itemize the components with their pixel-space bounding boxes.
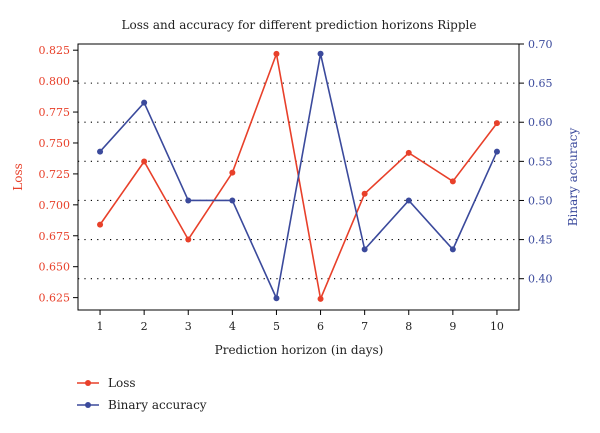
data-point-binary-accuracy (449, 246, 456, 253)
data-point-binary-accuracy (97, 148, 104, 155)
y-right-tick-label: 0.60 (528, 116, 553, 129)
y-right-tick-label: 0.50 (528, 194, 553, 207)
data-point-loss (361, 190, 368, 197)
legend-marker-binary-accuracy (85, 402, 91, 408)
y-left-tick-label: 0.650 (39, 261, 71, 274)
y-left-tick-label: 0.825 (39, 44, 71, 57)
data-point-loss (405, 149, 412, 156)
y-right-tick-label: 0.65 (528, 77, 553, 90)
y-axis-left-label: Loss (11, 163, 25, 191)
y-right-tick-label: 0.45 (528, 234, 553, 247)
legend-marker-loss (85, 380, 91, 386)
y-left-tick-label: 0.625 (39, 292, 71, 305)
y-right-tick-label: 0.55 (528, 155, 553, 168)
data-point-loss (273, 50, 280, 57)
data-point-loss (493, 120, 500, 127)
x-tick-label: 5 (273, 320, 280, 333)
x-tick-label: 3 (185, 320, 192, 333)
data-point-binary-accuracy (141, 99, 148, 106)
y-left-tick-label: 0.800 (39, 75, 71, 88)
data-point-binary-accuracy (405, 197, 412, 204)
x-tick-label: 4 (229, 320, 236, 333)
y-right-tick-label: 0.40 (528, 273, 553, 286)
series-line-binary-accuracy (99, 53, 498, 301)
y-left-tick-label: 0.700 (39, 199, 71, 212)
data-point-binary-accuracy (317, 50, 324, 57)
x-tick-label: 7 (361, 320, 368, 333)
data-point-binary-accuracy (185, 197, 192, 204)
x-tick-label: 10 (490, 320, 504, 333)
data-point-binary-accuracy (361, 246, 368, 253)
data-point-loss (141, 158, 148, 165)
y-left-tick-label: 0.675 (39, 230, 71, 243)
x-axis-label: Prediction horizon (in days) (215, 343, 384, 357)
data-point-loss (229, 169, 236, 176)
x-tick-label: 6 (317, 320, 324, 333)
plot-frame (77, 43, 520, 311)
ticks-layer: 0.625 0.650 0.675 0.700 0.725 0.750 0.775 0.800… (39, 38, 553, 333)
x-tick-label: 8 (405, 320, 412, 333)
y-left-tick-label: 0.750 (39, 137, 71, 150)
y-left-tick-label: 0.775 (39, 106, 71, 119)
data-point-binary-accuracy (273, 295, 280, 302)
data-point-loss (97, 221, 104, 228)
data-point-loss (317, 295, 324, 302)
chart-title: Loss and accuracy for different predicti… (122, 18, 477, 32)
data-point-loss (449, 178, 456, 185)
legend-label-binary-accuracy: Binary accuracy (108, 398, 207, 412)
data-point-binary-accuracy (229, 197, 236, 204)
x-tick-label: 2 (141, 320, 148, 333)
series-layer (97, 50, 500, 302)
legend-label-loss: Loss (108, 376, 136, 390)
data-point-loss (185, 236, 192, 243)
y-left-tick-label: 0.725 (39, 168, 71, 181)
x-tick-label: 1 (97, 320, 104, 333)
y-axis-right-label: Binary accuracy (566, 127, 580, 226)
data-point-binary-accuracy (493, 148, 500, 155)
y-right-tick-label: 0.70 (528, 38, 553, 51)
legend: Loss Binary accuracy (77, 376, 207, 412)
x-tick-label: 9 (449, 320, 456, 333)
